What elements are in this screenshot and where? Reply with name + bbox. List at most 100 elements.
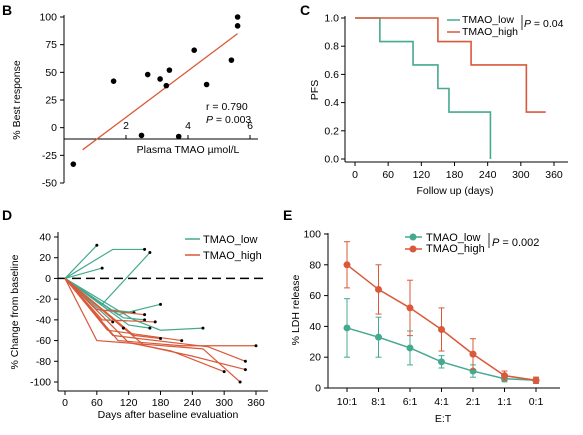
x-tick-label: 300 xyxy=(215,397,233,409)
panel-b-ylabel: % Best response xyxy=(11,60,23,140)
x-tick-label: 10:1 xyxy=(337,396,358,408)
x-tick-label: 180 xyxy=(152,397,170,409)
patient-line-tmao_low xyxy=(64,248,145,279)
ldh-point-tmao_high xyxy=(501,372,508,380)
x-tick-label: 240 xyxy=(184,397,202,409)
x-tick-label: 0 xyxy=(62,397,68,409)
data-point xyxy=(110,78,117,84)
ldh-point-tmao_high xyxy=(343,261,351,269)
patient-line-tmao_high xyxy=(64,277,246,371)
x-tick-label: 4 xyxy=(185,120,191,132)
patient-endpoint xyxy=(143,318,147,322)
data-point xyxy=(234,23,241,29)
panel-d-ylabel: % Change from baseline xyxy=(9,254,21,369)
y-tick-label: 100 xyxy=(39,12,57,24)
km-curve-tmao_high xyxy=(355,17,546,113)
x-tick-label: 240 xyxy=(479,169,497,181)
data-point xyxy=(191,47,197,53)
panel-d-x-ticks: 0 60 120 180 240 300 360 xyxy=(62,391,265,409)
y-tick-label: 20 xyxy=(309,352,321,364)
panel-b-points xyxy=(70,14,241,167)
y-tick-label: 0.8 xyxy=(324,41,339,53)
legend-c-high-label: TMAO_high xyxy=(462,26,518,38)
y-tick-label: 0 xyxy=(51,122,57,134)
panel-b: B 100 75 50 25 0 -25 -50 2 4 6 % Best response P… xyxy=(2,2,258,190)
y-tick-label: 20 xyxy=(39,252,51,264)
panel-c-ylabel: PFS xyxy=(309,80,321,100)
y-tick-label: 0.2 xyxy=(324,125,339,137)
patient-endpoint xyxy=(121,326,125,330)
y-tick-label: 1.0 xyxy=(324,13,339,25)
patient-endpoint xyxy=(159,337,162,340)
x-tick-label: 8:1 xyxy=(371,396,386,408)
x-tick-label: 120 xyxy=(413,169,431,181)
x-tick-label: 60 xyxy=(382,169,394,181)
patient-line-tmao_high xyxy=(64,278,241,383)
ldh-point-tmao_high xyxy=(375,285,382,293)
ldh-point-tmao_low xyxy=(438,358,445,366)
data-point xyxy=(203,81,210,88)
y-tick-label: 50 xyxy=(45,67,57,79)
patient-endpoint xyxy=(238,380,242,384)
panel-c-label: C xyxy=(300,2,310,18)
patient-line-tmao_high xyxy=(64,277,145,316)
y-tick-label: 40 xyxy=(39,232,51,244)
ldh-point-tmao_high xyxy=(438,325,445,333)
data-point xyxy=(138,132,145,139)
patient-line-tmao_high xyxy=(64,278,256,347)
panel-e-y-ticks: 0 20 40 60 80 100 xyxy=(303,229,328,395)
panel-d-y-ticks: 40 20 0 -20 -40 -60 -80 -100 xyxy=(30,232,58,389)
y-tick-label: -40 xyxy=(36,314,51,326)
patient-endpoint xyxy=(95,243,99,247)
patient-endpoint xyxy=(111,320,115,324)
patient-line-tmao_low xyxy=(64,244,98,279)
panel-c-y-ticks: 0.0 0.2 0.4 0.6 0.8 1.0 xyxy=(324,13,345,166)
panel-b-label: B xyxy=(2,2,12,18)
panel-e-series xyxy=(343,241,540,384)
patient-line-tmao_low xyxy=(64,277,145,321)
y-tick-label: -100 xyxy=(30,377,51,389)
ldh-point-tmao_high xyxy=(406,304,414,312)
y-tick-label: 0 xyxy=(315,383,321,395)
panel-b-p-value: P = 0.003 xyxy=(206,114,251,126)
x-tick-label: 300 xyxy=(512,169,530,181)
ldh-point-tmao_low xyxy=(343,324,351,332)
x-tick-label: 120 xyxy=(120,397,138,409)
panel-b-fit-line xyxy=(82,33,238,151)
y-tick-label: 40 xyxy=(309,321,321,333)
patient-endpoint xyxy=(243,359,247,363)
km-curve-tmao_low xyxy=(355,17,492,159)
y-tick-label: -25 xyxy=(42,150,57,162)
legend-e-p: P = 0.002 xyxy=(492,237,539,249)
ldh-point-tmao_low xyxy=(406,344,414,352)
x-tick-label: 360 xyxy=(247,397,265,409)
x-tick-label: 4:1 xyxy=(434,396,449,408)
legend-d-low-label: TMAO_low xyxy=(203,234,257,246)
legend-c-p: P = 0.04 xyxy=(524,18,564,30)
panel-e-legend: TMAO_low TMAO_high P = 0.002 xyxy=(405,232,539,255)
y-tick-label: -80 xyxy=(36,356,51,368)
panel-c-x-ticks: 0 60 120 180 240 300 360 xyxy=(352,162,563,181)
patient-endpoint xyxy=(153,320,157,324)
y-tick-label: 0 xyxy=(45,273,51,285)
ldh-point-tmao_high xyxy=(469,350,477,358)
x-tick-label: 2:1 xyxy=(466,396,481,408)
patient-line-tmao_high xyxy=(64,278,182,342)
patient-endpoint xyxy=(180,339,184,343)
panel-c-curves xyxy=(355,17,546,159)
panel-e-label: E xyxy=(283,207,292,223)
patient-line-tmao_low xyxy=(64,277,150,329)
x-tick-label: 6:1 xyxy=(403,396,418,408)
x-tick-label: 2 xyxy=(123,120,129,132)
y-tick-label: 60 xyxy=(309,290,321,302)
legend-c-p-number: = 0.04 xyxy=(531,18,564,30)
y-tick-label: 25 xyxy=(45,95,57,107)
data-point xyxy=(175,133,182,140)
legend-e-p-italic: P xyxy=(492,237,500,249)
panel-b-xlabel: Plasma TMAO µmol/L xyxy=(137,144,240,156)
patient-endpoint xyxy=(100,266,104,270)
patient-line-tmao_low xyxy=(64,267,103,280)
data-point xyxy=(144,71,151,78)
legend-e-high-marker xyxy=(409,245,417,253)
patient-endpoint xyxy=(201,326,205,330)
